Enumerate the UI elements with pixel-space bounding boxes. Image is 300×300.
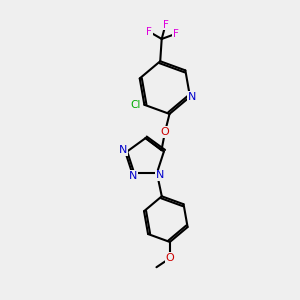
Text: O: O	[166, 253, 174, 263]
Text: Cl: Cl	[131, 100, 141, 110]
Text: F: F	[146, 26, 152, 37]
Text: F: F	[163, 20, 169, 30]
Text: N: N	[128, 171, 137, 181]
Text: N: N	[188, 92, 196, 102]
Text: N: N	[156, 170, 165, 180]
Text: N: N	[119, 145, 127, 155]
Text: F: F	[173, 29, 178, 39]
Text: O: O	[161, 127, 170, 137]
